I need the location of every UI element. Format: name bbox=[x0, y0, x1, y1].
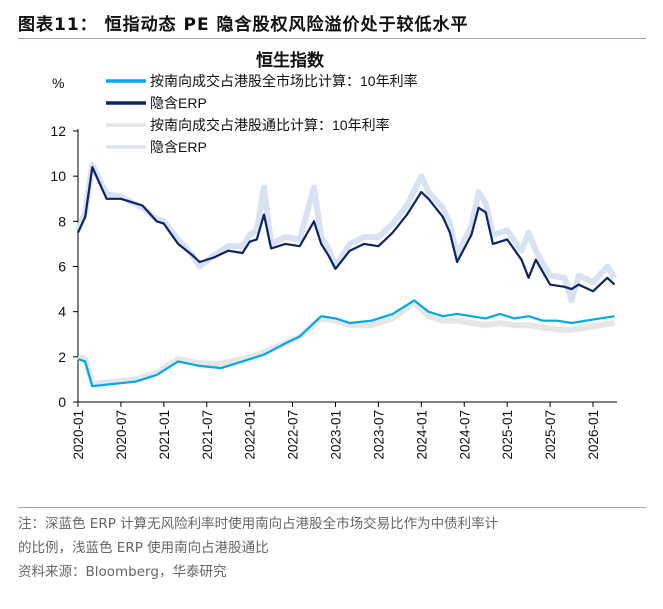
x-tick-label: 2024-01 bbox=[414, 410, 429, 460]
x-tick-label: 2020-01 bbox=[71, 410, 86, 460]
footnote-line-1: 注：深蓝色 ERP 计算无风险利率时使用南向占港股全市场交易比作为中债利率计 bbox=[18, 516, 499, 532]
x-tick-label: 2022-07 bbox=[286, 410, 301, 460]
figure-title: 图表11： 恒指动态 PE 隐含股权风险溢价处于较低水平 bbox=[18, 15, 469, 35]
series-light-erp bbox=[75, 161, 618, 304]
series-dark-erp bbox=[76, 166, 616, 293]
y-tick-label: 0 bbox=[58, 394, 66, 410]
x-tick-label: 2025-07 bbox=[543, 410, 558, 460]
x-tick-label: 2025-01 bbox=[500, 410, 515, 460]
x-tick-label: 2021-07 bbox=[200, 410, 215, 460]
x-tick-label: 2023-01 bbox=[329, 410, 344, 460]
x-tick-label: 2022-01 bbox=[243, 410, 258, 460]
series-grey-yield bbox=[77, 299, 615, 387]
chart: 恒生指数 % 按南向成交占港股全市场比计算：10年利率隐含ERP按南向成交占港股… bbox=[50, 50, 618, 460]
chart-title: 恒生指数 bbox=[256, 50, 325, 70]
title-divider bbox=[18, 38, 646, 39]
x-tick-label: 2021-01 bbox=[157, 410, 172, 460]
notes-divider bbox=[18, 507, 646, 508]
series-lines bbox=[75, 161, 618, 388]
x-tick-label: 2026-01 bbox=[586, 410, 601, 460]
y-tick-label: 4 bbox=[58, 304, 66, 320]
footnote-line-2: 的比例，浅蓝色 ERP 使用南向占港股通比 bbox=[18, 540, 269, 556]
y-tick-label: 6 bbox=[58, 259, 66, 275]
y-tick-label: 2 bbox=[58, 349, 66, 365]
legend-label: 隐含ERP bbox=[150, 95, 207, 111]
legend-label: 按南向成交占港股通比计算：10年利率 bbox=[150, 117, 390, 133]
axes: 0 2 4 6 8 10 12 2020-01 2020-07 2021-01 2021-07 202… bbox=[50, 123, 617, 460]
y-tick-label: 8 bbox=[58, 213, 66, 229]
source-note: 资料来源：Bloomberg，华泰研究 bbox=[18, 564, 227, 580]
x-tick-label: 2023-07 bbox=[371, 410, 386, 460]
x-tick-label: 2024-07 bbox=[457, 410, 472, 460]
x-tick-label: 2020-07 bbox=[114, 410, 129, 460]
y-tick-label: 12 bbox=[50, 123, 66, 139]
series-cyan-yield bbox=[77, 299, 615, 388]
legend-label: 按南向成交占港股全市场比计算：10年利率 bbox=[150, 73, 418, 89]
y-axis-unit: % bbox=[52, 75, 64, 91]
legend-label: 隐含ERP bbox=[150, 139, 207, 155]
y-tick-label: 10 bbox=[50, 168, 66, 184]
